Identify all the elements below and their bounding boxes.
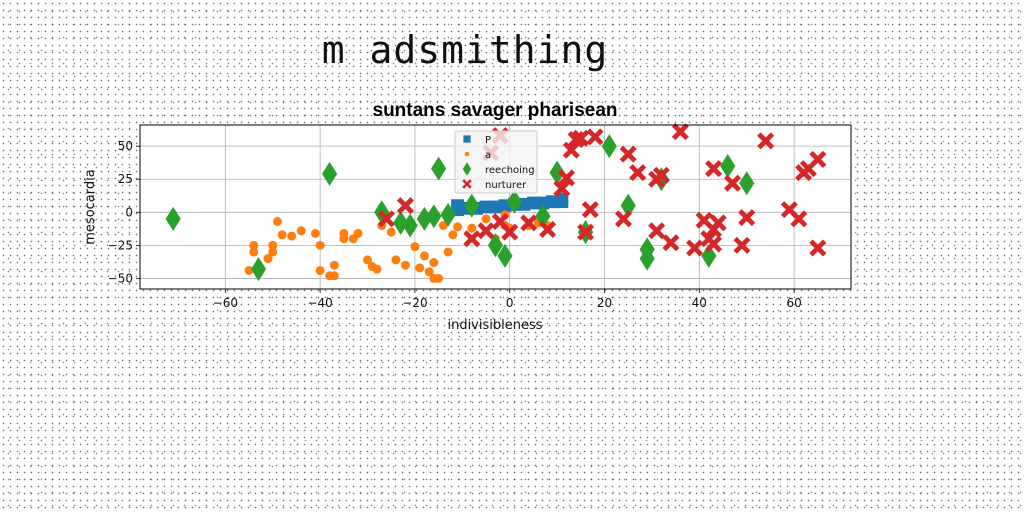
data-point	[387, 228, 396, 237]
data-point	[410, 242, 419, 251]
data-point	[429, 258, 438, 267]
legend: Pa reechoing nurturer	[455, 131, 537, 193]
x-tick-label: −40	[307, 296, 332, 310]
x-tick-label: 20	[597, 296, 612, 310]
data-point	[391, 255, 400, 264]
data-point	[420, 251, 429, 260]
data-point	[311, 229, 320, 238]
data-point	[249, 247, 258, 256]
data-point	[448, 230, 457, 239]
data-point	[268, 247, 277, 256]
data-point	[451, 199, 464, 212]
data-point	[297, 226, 306, 235]
legend-label: reechoing	[485, 165, 535, 176]
y-tick-label: 25	[118, 172, 133, 186]
data-point	[330, 271, 339, 280]
legend-label: nurturer	[485, 180, 527, 191]
data-point	[444, 247, 453, 256]
legend-marker	[465, 152, 470, 157]
y-axis-label: mesocardia	[83, 169, 98, 244]
y-tick-label: 0	[125, 205, 133, 219]
x-tick-label: 60	[786, 296, 801, 310]
data-point	[273, 217, 282, 226]
data-point	[354, 229, 363, 238]
data-point	[453, 222, 462, 231]
data-point	[373, 265, 382, 274]
data-point	[482, 214, 491, 223]
data-point	[415, 263, 424, 272]
y-tick-label: −50	[108, 271, 133, 285]
data-point	[339, 229, 348, 238]
x-axis-label: indivisibleness	[447, 318, 542, 333]
legend-marker	[463, 135, 470, 142]
data-point	[330, 261, 339, 270]
data-point	[287, 232, 296, 241]
legend-label: P	[485, 135, 491, 146]
legend-label: a	[485, 150, 491, 161]
data-point	[401, 261, 410, 270]
x-tick-label: −60	[213, 296, 238, 310]
x-tick-label: 0	[506, 296, 514, 310]
chart-title: suntans savager pharisean	[373, 100, 618, 121]
y-tick-label: 50	[118, 139, 133, 153]
data-point	[278, 230, 287, 239]
data-point	[316, 266, 325, 275]
data-point	[434, 274, 443, 283]
x-tick-label: 40	[692, 296, 707, 310]
x-tick-label: −20	[402, 296, 427, 310]
data-point	[316, 241, 325, 250]
y-tick-label: −25	[108, 238, 133, 252]
data-point	[467, 224, 476, 233]
